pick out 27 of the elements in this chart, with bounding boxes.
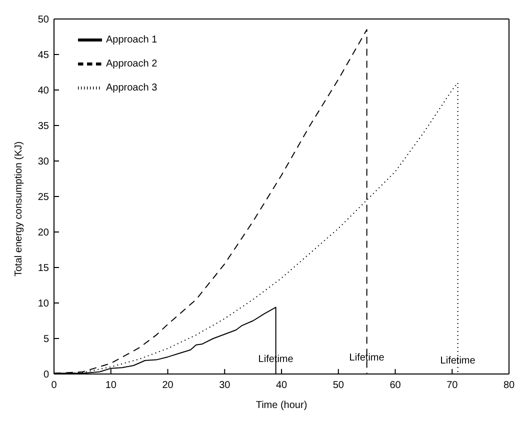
y-tick-label: 0	[43, 370, 50, 381]
x-tick-label: 10	[105, 380, 117, 392]
y-tick-label: 50	[38, 14, 50, 26]
legend-label: Approach 1	[106, 34, 158, 46]
x-tick-label: 40	[276, 380, 288, 392]
x-tick-label: 30	[219, 380, 231, 392]
y-tick-label: 5	[43, 334, 50, 346]
x-tick-label: 50	[332, 380, 344, 392]
y-tick-label: 25	[38, 192, 50, 204]
annotation: Lifetime	[440, 355, 476, 366]
x-axis-title: Time (hour)	[256, 400, 308, 411]
y-tick-label: 15	[38, 263, 50, 274]
legend-label: Approach 3	[106, 82, 158, 94]
y-axis-title: Total energy consumption (KJ)	[14, 141, 25, 276]
x-tick-label: 0	[51, 380, 58, 392]
x-tick-label: 60	[390, 380, 402, 392]
x-tick-label: 20	[162, 380, 174, 392]
y-tick-label: 10	[38, 298, 50, 310]
y-tick-label: 45	[38, 50, 50, 62]
y-tick-label: 30	[38, 156, 50, 168]
legend-label: Approach 2	[106, 58, 158, 70]
x-tick-label: 80	[503, 380, 515, 392]
y-tick-label: 35	[38, 121, 50, 132]
annotation: Lifetime	[349, 352, 385, 364]
y-tick-label: 40	[38, 86, 50, 97]
x-tick-label: 70	[446, 380, 458, 392]
y-tick-label: 20	[38, 228, 50, 239]
